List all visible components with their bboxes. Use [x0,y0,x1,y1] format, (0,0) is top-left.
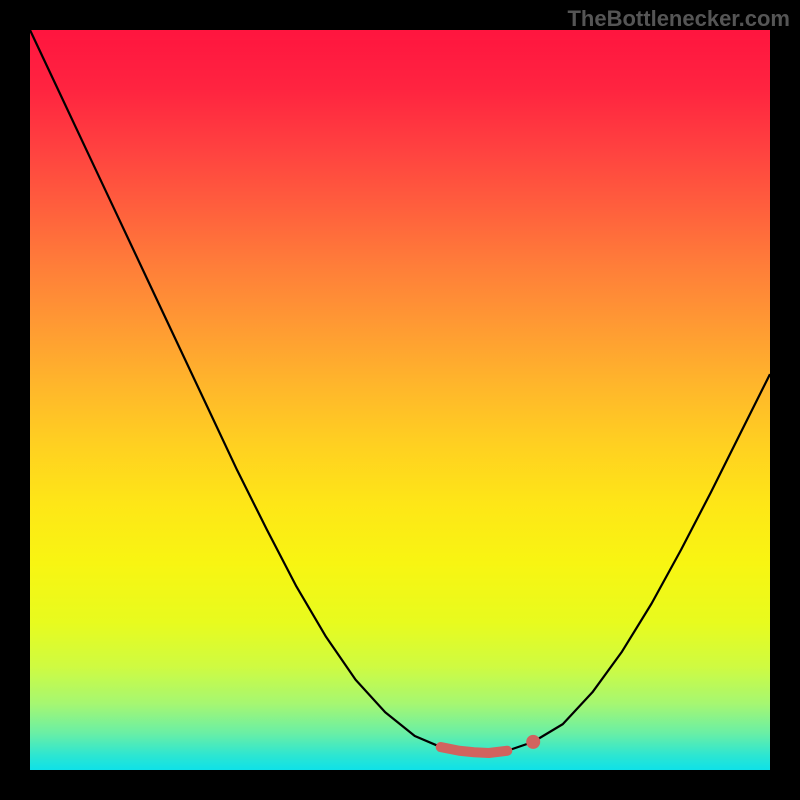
chart-container: TheBottlenecker.com [0,0,800,800]
plot-background [30,30,770,770]
watermark-text: TheBottlenecker.com [567,6,790,32]
optimal-range-highlight [441,747,508,753]
current-config-marker [526,735,540,749]
chart-svg [0,0,800,800]
